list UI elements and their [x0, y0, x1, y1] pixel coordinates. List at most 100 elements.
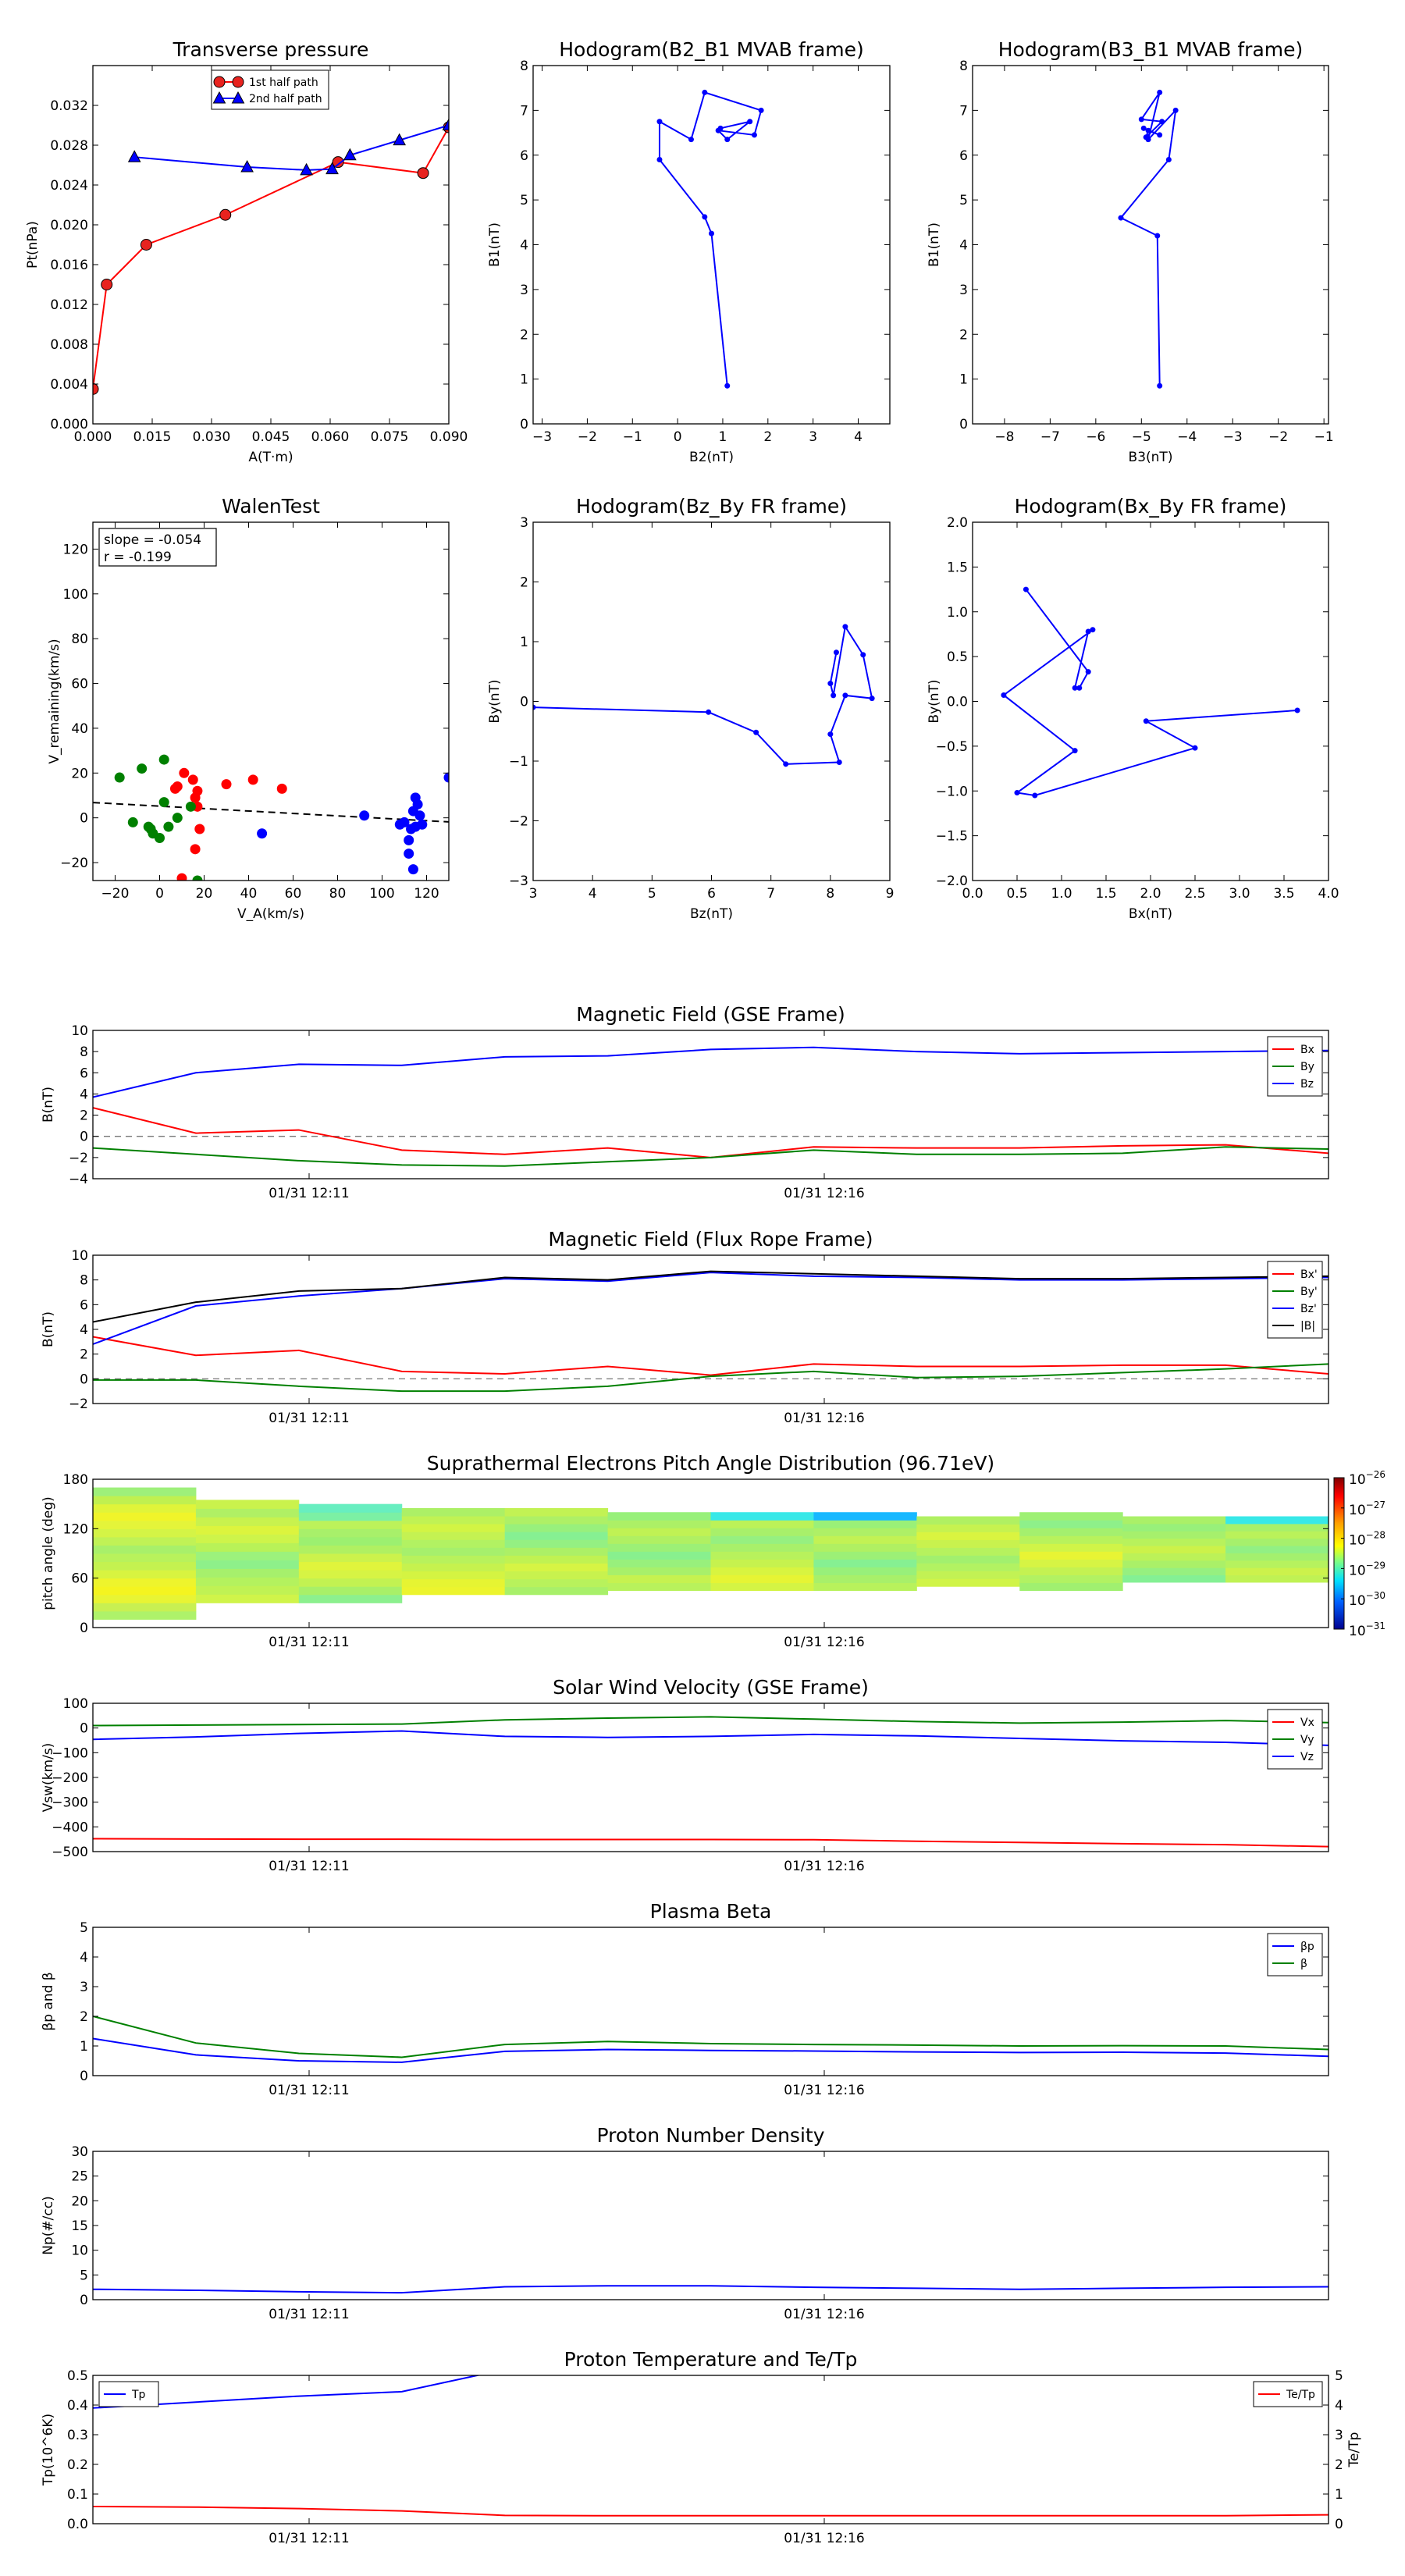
heatmap-cell [1225, 1574, 1329, 1583]
plot-frame [92, 1254, 1329, 1404]
y-tick-label: 0.032 [50, 98, 88, 114]
colorbar-label: 10−29 [1349, 1560, 1385, 1578]
x-tick-label: 0.5 [1006, 886, 1027, 902]
heatmap-cell [1019, 1551, 1123, 1560]
x-tick-label: 1.5 [1095, 886, 1116, 902]
plot-frame [972, 65, 1329, 425]
data-point [869, 696, 875, 702]
y-tick-label: 8 [80, 1273, 88, 1289]
data-point [1172, 107, 1179, 113]
data-point [747, 119, 753, 125]
data-point [842, 692, 848, 699]
data-point [1014, 790, 1020, 796]
data-point [1076, 685, 1083, 691]
series-line [93, 1730, 1329, 1746]
y-tick-label: 10 [71, 1023, 88, 1039]
x-tick-label: 1 [719, 429, 727, 445]
data-point [1159, 119, 1165, 125]
scatter-point [404, 834, 414, 845]
scatter-point [221, 779, 232, 790]
y2-tick-label: 4 [1335, 2398, 1343, 2414]
x-tick-label: −1 [623, 429, 642, 445]
heatmap-cell [1019, 1535, 1123, 1544]
x-tick-label: −7 [1040, 429, 1060, 445]
y-tick-label: 0 [80, 2293, 88, 2308]
legend: Bx By Bz [1267, 1036, 1323, 1097]
scatter-point [176, 873, 187, 881]
heatmap-cell [93, 1545, 197, 1554]
heatmap-cell [93, 1553, 197, 1563]
x-tick-label: 01/31 12:16 [784, 1186, 864, 1201]
plot-frame [92, 1703, 1329, 1852]
y-tick-label: 120 [63, 1521, 88, 1537]
chart-proton-density: Proton Number Density 0 5 10 15 20 25 30 01/31 1… [41, 2124, 1329, 2322]
data-point [1072, 685, 1078, 691]
heatmap-cell [1122, 1560, 1226, 1568]
heatmap-cell [1122, 1516, 1226, 1525]
heatmap-cell [504, 1586, 609, 1596]
heatmap-cell [607, 1574, 711, 1583]
heatmap-cell [710, 1535, 814, 1544]
y-tick-label: 0.020 [50, 218, 88, 233]
legend-label: Bx' [1300, 1268, 1318, 1281]
series-line [658, 91, 763, 386]
y-tick-label: 7 [520, 103, 528, 119]
plot-area [93, 2285, 1329, 2294]
legend-label: Vy [1300, 1734, 1314, 1746]
y-tick-label: 8 [959, 59, 968, 74]
data-point [833, 649, 839, 656]
x-tick-label: 3.0 [1229, 886, 1250, 902]
series-line [93, 126, 449, 390]
legend-box [211, 69, 329, 110]
x-tick-label: −6 [1086, 429, 1105, 445]
plot-frame [92, 1030, 1329, 1179]
heatmap-cell [607, 1535, 711, 1544]
data-point [836, 760, 842, 766]
heatmap-cell [1122, 1523, 1226, 1532]
colorbar-exponent: −31 [1366, 1621, 1385, 1631]
heatmap-cell [1019, 1528, 1123, 1536]
series-line [93, 2505, 1329, 2517]
y-axis-label: B1(nT) [487, 222, 503, 267]
chart-title: Magnetic Field (GSE Frame) [576, 1003, 845, 1026]
x-axis-label: V_A(km/s) [237, 906, 304, 922]
legend: Vx Vy Vz [1267, 1709, 1323, 1770]
y-tick-label: 1 [959, 372, 968, 388]
y-axis-label: βp and β [41, 1972, 56, 2030]
scatter-point [399, 817, 410, 827]
x-tick-label: 4 [589, 886, 597, 902]
y-axis-label: Np(#/cc) [41, 2196, 56, 2254]
plot-area [93, 2375, 1329, 2517]
heatmap-cell [93, 1561, 197, 1571]
data-point [758, 107, 764, 113]
y-tick-label: 0 [80, 1130, 88, 1145]
heatmap-cell [298, 1520, 403, 1529]
colorbar [1333, 1477, 1345, 1630]
scatter-point [407, 806, 418, 817]
scatter-point [163, 821, 174, 832]
y-tick-label: −300 [52, 1795, 88, 1811]
heatmap-cell [1019, 1574, 1123, 1583]
heatmap-cell [195, 1594, 300, 1603]
heatmap-cell [504, 1547, 609, 1556]
legend-marker [232, 76, 244, 88]
y-tick-label: 0 [80, 1721, 88, 1737]
scatter-point [257, 828, 268, 839]
heatmap-cell [607, 1512, 711, 1521]
y-axis-label: B(nT) [41, 1311, 56, 1347]
heatmap-cell [710, 1567, 814, 1575]
y-tick-label: 0.016 [50, 258, 88, 273]
heatmap-cell [1019, 1543, 1123, 1552]
heatmap-cell [607, 1520, 711, 1528]
data-point [1157, 89, 1163, 95]
y-tick-label: 0 [520, 417, 528, 432]
y-axis-label: B(nT) [41, 1087, 56, 1123]
heatmap-cell [401, 1571, 506, 1580]
y-tick-label: 2 [520, 575, 528, 591]
plot-frame [92, 1478, 1329, 1628]
series-line [93, 1107, 1329, 1158]
data-point [831, 692, 837, 699]
x-tick-label: 01/31 12:16 [784, 1635, 864, 1650]
y-axis-label: Tp(10^6K) [41, 2414, 56, 2486]
legend-label: Te/Tp [1286, 2389, 1315, 2401]
